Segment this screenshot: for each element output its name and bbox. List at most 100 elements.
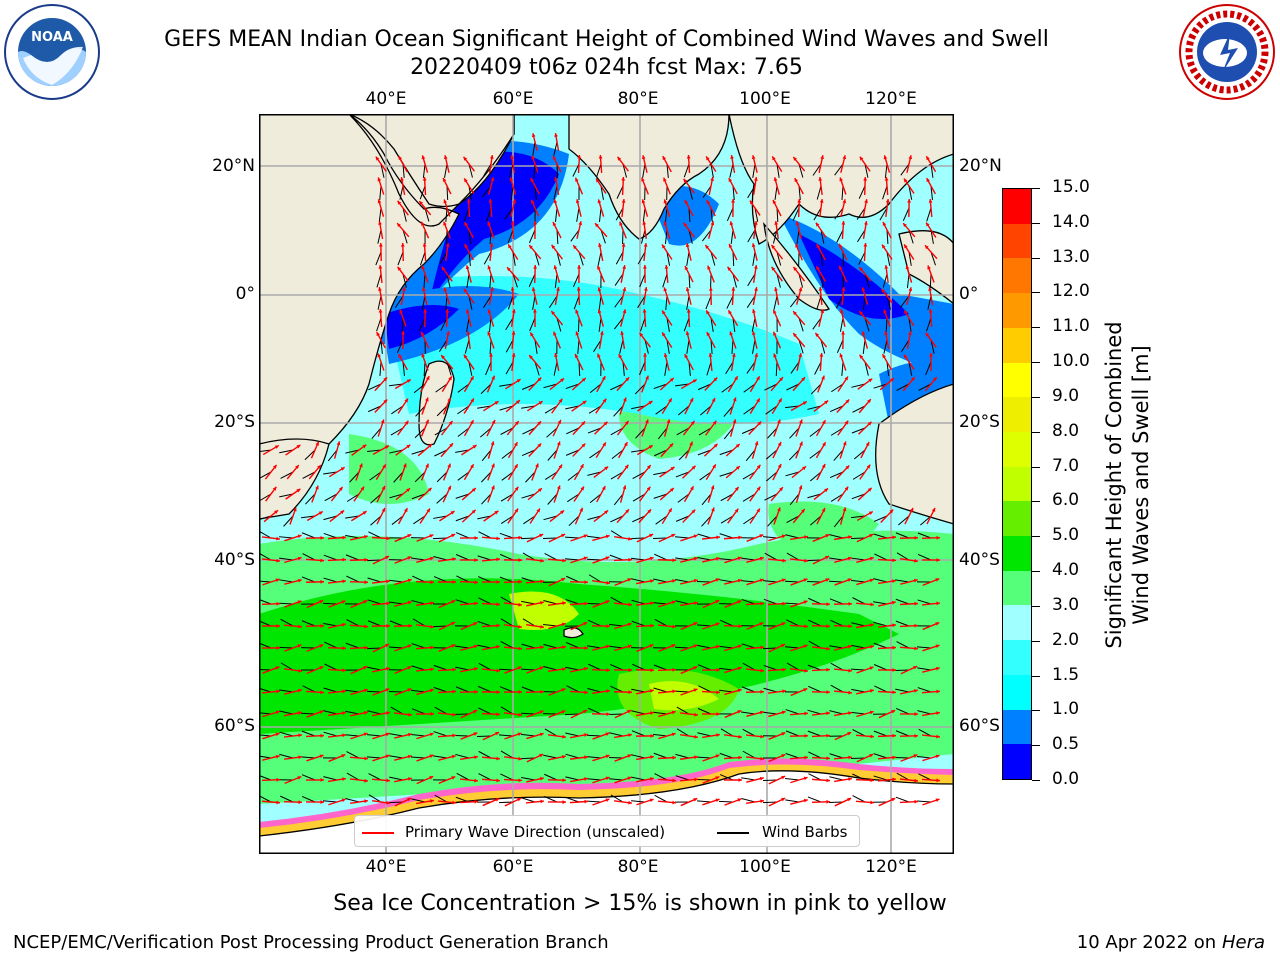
wave-direction-arrowhead <box>561 688 566 692</box>
wind-barb <box>301 774 316 781</box>
wave-direction-arrowhead <box>276 601 280 606</box>
wind-barb <box>279 536 294 539</box>
wind-barb <box>378 207 382 222</box>
wind-barb <box>301 515 316 519</box>
wind-barb <box>762 801 778 804</box>
wave-direction-arrowhead <box>892 777 896 782</box>
wave-direction-arrowhead <box>842 199 847 204</box>
lon-label-top-60e: 60°E <box>492 89 534 109</box>
wave-direction-arrowhead <box>602 442 606 447</box>
wave-direction-arrowhead <box>539 776 544 781</box>
wave-direction-arrowhead <box>376 332 381 337</box>
wind-barb <box>455 645 470 649</box>
wind-barb <box>688 185 693 200</box>
wave-direction-arrowhead <box>490 441 495 446</box>
lon-label-bottom-120e: 120°E <box>865 857 917 877</box>
lat-label-right-20s: 20°S <box>959 412 1000 432</box>
wave-direction-arrowhead <box>752 309 756 314</box>
wave-direction-arrowhead <box>577 155 582 159</box>
wave-direction-arrowhead <box>487 309 492 314</box>
wave-direction-arrowhead <box>578 221 583 226</box>
wind-barb <box>653 471 668 476</box>
wind-barb <box>368 383 382 391</box>
wave-direction-arrowhead <box>605 534 610 539</box>
wave-direction-arrowhead <box>496 756 500 761</box>
wind-barb <box>657 427 668 440</box>
wind-barb <box>874 553 888 561</box>
wave-direction-arrowhead <box>818 287 823 291</box>
wave-direction-arrowhead <box>319 754 324 759</box>
wind-barb <box>489 229 492 245</box>
wind-barb <box>457 405 470 415</box>
wave-direction-arrowhead <box>419 201 424 205</box>
wave-direction-arrowhead <box>320 535 324 540</box>
wave-direction-arrowhead <box>430 624 434 629</box>
wave-direction-arrowhead <box>342 711 346 716</box>
wave-direction-arrowhead <box>841 221 846 225</box>
wind-barb <box>556 251 561 266</box>
wave-direction-arrowhead <box>407 556 412 560</box>
wind-barb <box>504 207 514 220</box>
wind-barb <box>852 405 866 413</box>
wind-barb <box>719 471 734 477</box>
wave-direction-arrowhead <box>672 689 676 694</box>
wave-direction-arrowhead <box>753 265 758 269</box>
wave-direction-arrowhead <box>650 777 654 781</box>
wind-barb <box>896 772 910 781</box>
wind-barb <box>478 531 492 539</box>
wave-direction-arrowhead <box>935 622 940 626</box>
wind-barb <box>697 449 712 456</box>
wind-barb <box>654 553 668 561</box>
wave-direction-arrowhead <box>753 177 758 181</box>
nws-logo <box>1179 4 1275 100</box>
wind-barb <box>455 599 470 605</box>
wind-barb <box>554 273 558 288</box>
wave-direction-arrowhead <box>650 734 654 738</box>
wind-barb <box>696 580 712 583</box>
wind-barb <box>572 273 580 288</box>
wave-direction-arrowhead <box>759 622 764 626</box>
wind-barb <box>702 185 712 198</box>
wind-barb <box>882 273 888 288</box>
wind-barb <box>786 552 800 561</box>
wind-barb <box>367 599 382 605</box>
wave-direction-arrowhead <box>623 397 627 402</box>
wind-barb <box>666 339 670 354</box>
wave-direction-arrowhead <box>561 755 566 759</box>
wind-barb <box>897 515 910 526</box>
colorbar-tick <box>1032 501 1040 503</box>
wind-barb <box>367 666 382 671</box>
wave-direction-arrowhead <box>804 755 808 760</box>
wave-direction-arrowhead <box>931 507 936 512</box>
wave-direction-arrowhead <box>884 177 889 181</box>
wind-barb <box>544 728 558 737</box>
wave-direction-arrowhead <box>518 624 522 629</box>
wave-direction-arrowhead <box>729 221 734 226</box>
wave-direction-arrowhead <box>693 556 698 561</box>
wave-direction-arrowhead <box>320 733 324 738</box>
wind-barb <box>345 449 360 454</box>
wave-direction-arrowhead <box>580 486 584 491</box>
wind-barb <box>883 339 888 354</box>
wind-barb <box>654 618 668 627</box>
wind-barb <box>554 207 558 222</box>
wind-barb <box>346 772 360 781</box>
wind-barb <box>719 579 734 583</box>
wind-barb <box>765 471 778 482</box>
wind-barb <box>279 579 294 583</box>
wind-barb <box>812 317 822 330</box>
wind-barb <box>507 295 514 310</box>
svg-text:NOAA: NOAA <box>31 30 73 45</box>
wave-direction-arrowhead <box>386 601 390 606</box>
wind-barb <box>653 733 668 737</box>
lat-label-right-40s: 40°S <box>959 550 1000 570</box>
wave-direction-arrowhead <box>407 644 412 649</box>
wave-direction-arrowhead <box>689 441 693 446</box>
wave-direction-arrowhead <box>602 398 607 403</box>
wave-direction-arrowhead <box>737 644 742 649</box>
wind-barb <box>411 599 426 605</box>
wave-direction-arrowhead <box>759 556 764 561</box>
wave-direction-arrowhead <box>377 199 382 204</box>
wind-barb <box>700 405 712 416</box>
wave-direction-arrowhead <box>447 397 451 402</box>
